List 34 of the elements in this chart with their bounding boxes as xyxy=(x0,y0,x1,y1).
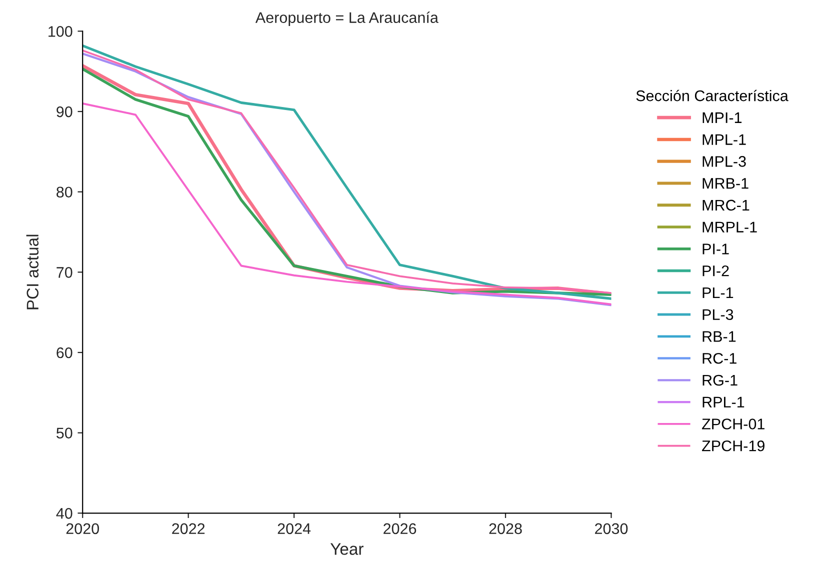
y-tick-label: 90 xyxy=(56,106,72,118)
legend-label: PL-1 xyxy=(702,287,734,298)
y-tick-label: 60 xyxy=(56,347,72,358)
x-tick-label: 2026 xyxy=(384,523,416,534)
y-tick-label: 80 xyxy=(56,186,72,198)
legend-title: Sección Característica xyxy=(636,90,788,102)
chart-title: Aeropuerto = La Araucanía xyxy=(255,12,438,26)
y-tick-label: 40 xyxy=(56,508,72,519)
x-tick-label: 2024 xyxy=(278,523,311,534)
legend-label: PL-3 xyxy=(702,309,734,320)
x-tick-label: 2022 xyxy=(172,523,205,534)
legend-label: MPI-1 xyxy=(702,112,742,123)
x-tick-label: 2028 xyxy=(489,523,522,534)
x-tick-label: 2020 xyxy=(66,523,99,534)
y-axis-title: PCI actual xyxy=(26,234,39,310)
legend-label: ZPCH-19 xyxy=(702,440,764,452)
legend-label: PI-1 xyxy=(702,244,729,254)
y-tick-label: 70 xyxy=(56,267,72,278)
x-tick-label: 2030 xyxy=(595,523,628,534)
legend-label: ZPCH-01 xyxy=(702,418,764,430)
legend-label: MRC-1 xyxy=(702,200,750,211)
legend-label: PI-2 xyxy=(702,265,729,276)
legend-label: RPL-1 xyxy=(702,396,744,408)
y-tick-label: 100 xyxy=(48,26,72,37)
legend-label: RG-1 xyxy=(702,374,738,386)
legend-label: MRB-1 xyxy=(702,178,748,189)
x-axis-title: Year xyxy=(330,543,364,555)
y-tick-label: 50 xyxy=(56,428,72,438)
legend-label: MRPL-1 xyxy=(702,222,757,232)
legend-label: RC-1 xyxy=(702,352,736,364)
legend-label: MPL-1 xyxy=(702,134,746,145)
legend-label: MPL-3 xyxy=(702,156,746,167)
line-series xyxy=(82,102,612,306)
legend-label: RB-1 xyxy=(702,331,736,342)
